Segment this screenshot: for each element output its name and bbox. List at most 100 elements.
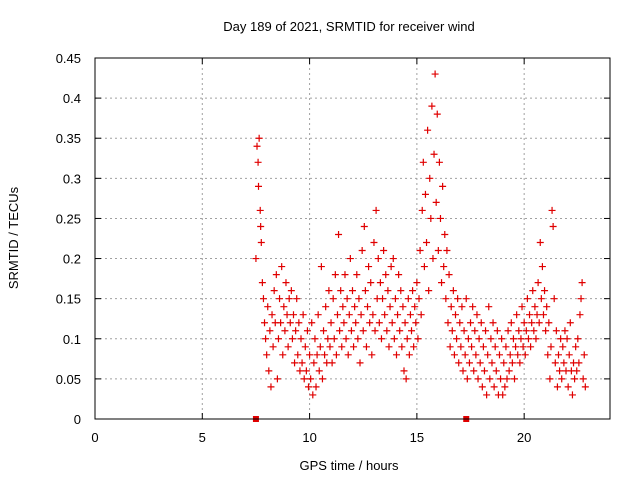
data-point (321, 351, 329, 359)
data-point (309, 391, 317, 399)
data-point (379, 295, 387, 303)
data-point (305, 383, 313, 391)
data-point (388, 319, 396, 327)
data-point (375, 319, 383, 327)
data-point (553, 383, 561, 391)
data-point (280, 303, 288, 311)
data-point (253, 142, 261, 150)
data-point (480, 367, 488, 375)
data-point (292, 327, 300, 335)
data-point (391, 295, 399, 303)
data-point (486, 375, 494, 383)
data-point (445, 271, 453, 279)
data-point (401, 319, 409, 327)
data-point (512, 343, 520, 351)
data-point (358, 247, 366, 255)
data-point (291, 359, 299, 367)
data-point (427, 214, 435, 222)
data-point (482, 327, 490, 335)
data-point (415, 295, 423, 303)
data-point (357, 311, 365, 319)
data-point (360, 222, 368, 230)
data-point (262, 335, 270, 343)
data-point (460, 327, 468, 335)
y-tick-label: 0.4 (63, 91, 81, 106)
data-point (402, 375, 410, 383)
data-point (545, 319, 553, 327)
data-point (371, 327, 379, 335)
data-point (392, 351, 400, 359)
data-point (535, 319, 543, 327)
data-point (551, 359, 559, 367)
data-point (544, 351, 552, 359)
data-point (270, 287, 278, 295)
data-point (547, 343, 555, 351)
data-point (519, 343, 527, 351)
data-point (473, 311, 481, 319)
data-point (548, 206, 556, 214)
data-point (521, 351, 529, 359)
data-point (506, 351, 514, 359)
data-point (255, 134, 263, 142)
data-point (284, 343, 292, 351)
data-point (347, 327, 355, 335)
data-point (577, 295, 585, 303)
data-point (526, 311, 534, 319)
data-point (346, 255, 354, 263)
data-point (418, 206, 426, 214)
data-point (350, 343, 358, 351)
data-point (417, 311, 425, 319)
data-point (444, 319, 452, 327)
data-point (293, 295, 301, 303)
data-point (455, 359, 463, 367)
data-point (429, 255, 437, 263)
data-point (564, 383, 572, 391)
data-point (536, 239, 544, 247)
data-point (351, 303, 359, 311)
data-point (443, 247, 451, 255)
data-point (454, 295, 462, 303)
data-point (338, 343, 346, 351)
data-point (448, 327, 456, 335)
data-point (301, 343, 309, 351)
data-point (390, 335, 398, 343)
data-point (442, 295, 450, 303)
data-point (542, 327, 550, 335)
data-point (433, 110, 441, 118)
data-point (470, 367, 478, 375)
data-point (530, 327, 538, 335)
data-point (558, 375, 566, 383)
data-point (337, 287, 345, 295)
y-tick-label: 0.25 (56, 211, 81, 226)
data-point (411, 303, 419, 311)
data-point (362, 343, 370, 351)
data-point (425, 287, 433, 295)
data-point (520, 319, 528, 327)
data-point (474, 375, 482, 383)
data-point (299, 311, 307, 319)
data-point (414, 335, 422, 343)
data-point (257, 239, 265, 247)
data-point (477, 319, 485, 327)
data-point (497, 375, 505, 383)
data-point (503, 375, 511, 383)
data-point (476, 359, 484, 367)
data-point (511, 375, 519, 383)
data-point (386, 303, 394, 311)
data-point (336, 327, 344, 335)
data-point (471, 327, 479, 335)
y-tick-label: 0.15 (56, 292, 81, 307)
data-point (501, 383, 509, 391)
data-point (537, 295, 545, 303)
data-point (534, 279, 542, 287)
data-point (426, 174, 434, 182)
data-point (478, 383, 486, 391)
data-point (580, 351, 588, 359)
data-point (383, 327, 391, 335)
y-tick-label: 0.3 (63, 171, 81, 186)
data-point (310, 359, 318, 367)
data-point (269, 343, 277, 351)
data-point (317, 263, 325, 271)
data-point (325, 287, 333, 295)
